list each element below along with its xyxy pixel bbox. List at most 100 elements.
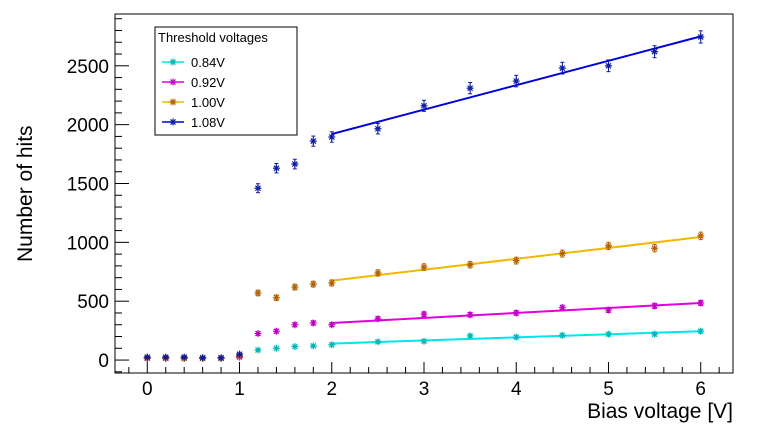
data-point xyxy=(254,289,262,297)
point-marker xyxy=(309,342,317,350)
data-point xyxy=(697,327,705,335)
data-point xyxy=(512,256,520,265)
legend-entry: 0.92V xyxy=(162,75,225,90)
point-marker xyxy=(291,321,299,329)
y-axis-label: Number of hits xyxy=(14,125,37,262)
legend-label: 1.00V xyxy=(191,95,225,110)
marker-stroke xyxy=(291,284,298,291)
data-point xyxy=(604,241,612,251)
marker-stroke xyxy=(255,185,261,192)
data-point xyxy=(272,344,280,352)
point-marker xyxy=(604,306,612,314)
data-point xyxy=(420,99,428,112)
marker-stroke xyxy=(291,161,298,168)
marker-stroke xyxy=(181,354,188,361)
point-marker xyxy=(697,33,705,41)
point-marker xyxy=(604,242,612,250)
x-axis-label: Bias voltage [V] xyxy=(587,400,733,423)
point-marker xyxy=(236,350,244,358)
point-marker xyxy=(272,327,280,335)
data-point xyxy=(291,343,299,351)
point-marker xyxy=(420,102,428,110)
marker-stroke xyxy=(697,328,704,335)
legend-entries: 0.84V 0.92V 1.00V 1.08V xyxy=(162,55,225,130)
marker-stroke xyxy=(255,290,261,296)
marker-stroke xyxy=(374,315,381,322)
marker-stroke xyxy=(467,311,474,318)
data-point xyxy=(162,353,170,361)
point-marker xyxy=(291,160,299,168)
marker-stroke xyxy=(170,59,176,65)
data-point xyxy=(558,331,566,339)
marker-stroke xyxy=(328,341,335,348)
x-tick-label: 2 xyxy=(326,379,337,400)
marker-stroke xyxy=(697,300,704,306)
point-marker xyxy=(512,257,520,265)
data-point xyxy=(466,332,474,340)
data-point xyxy=(651,302,659,310)
marker-stroke xyxy=(310,320,317,326)
y-tick-label: 1500 xyxy=(67,174,109,195)
point-marker xyxy=(558,331,566,339)
marker-stroke xyxy=(170,79,176,85)
data-points xyxy=(143,30,705,362)
data-point xyxy=(291,158,299,170)
point-marker xyxy=(697,299,705,307)
marker-stroke xyxy=(374,338,381,345)
marker-stroke xyxy=(170,119,176,125)
marker-stroke xyxy=(273,328,280,335)
marker-stroke xyxy=(467,261,474,268)
marker-stroke xyxy=(273,345,280,352)
legend-entry: 0.84V xyxy=(162,55,225,70)
data-point xyxy=(697,299,705,307)
marker-stroke xyxy=(697,232,704,239)
marker-stroke xyxy=(310,138,317,145)
marker-stroke xyxy=(605,331,612,338)
data-point xyxy=(604,330,612,338)
x-tick-label: 0 xyxy=(142,379,153,400)
point-marker xyxy=(466,261,474,269)
data-point xyxy=(217,354,225,362)
marker-stroke xyxy=(273,294,280,301)
point-marker xyxy=(651,48,659,56)
point-marker xyxy=(180,353,188,361)
data-point xyxy=(254,330,262,338)
marker-stroke xyxy=(651,331,658,338)
data-point xyxy=(420,337,428,345)
data-point xyxy=(512,74,520,88)
data-point xyxy=(180,353,188,361)
point-marker xyxy=(254,184,262,192)
marker-stroke xyxy=(467,332,474,339)
marker-stroke xyxy=(236,351,243,358)
x-tick-label: 3 xyxy=(419,379,430,400)
point-marker xyxy=(199,354,207,362)
point-marker xyxy=(309,137,317,145)
marker-stroke xyxy=(651,245,658,252)
data-point xyxy=(374,269,382,277)
legend-box xyxy=(154,26,298,136)
data-point xyxy=(328,279,336,287)
data-point xyxy=(374,123,382,135)
legend-entry: 1.08V xyxy=(162,115,225,130)
point-marker xyxy=(604,330,612,338)
point-marker xyxy=(512,309,520,317)
data-point xyxy=(558,304,566,312)
marker-stroke xyxy=(513,334,520,341)
point-marker xyxy=(162,353,170,361)
marker-stroke xyxy=(651,302,658,309)
legend-label: 0.84V xyxy=(191,55,225,70)
marker-stroke xyxy=(513,310,520,316)
point-marker xyxy=(254,289,262,297)
data-point xyxy=(374,338,382,346)
point-marker xyxy=(697,327,705,335)
data-point xyxy=(254,346,262,354)
data-point xyxy=(272,294,280,302)
data-point xyxy=(309,319,317,327)
data-point xyxy=(143,353,151,361)
marker-stroke xyxy=(170,99,176,105)
data-point xyxy=(651,244,659,253)
data-point xyxy=(374,315,382,323)
y-tick-label: 500 xyxy=(77,292,109,313)
marker-stroke xyxy=(513,78,520,85)
point-marker xyxy=(466,84,474,92)
